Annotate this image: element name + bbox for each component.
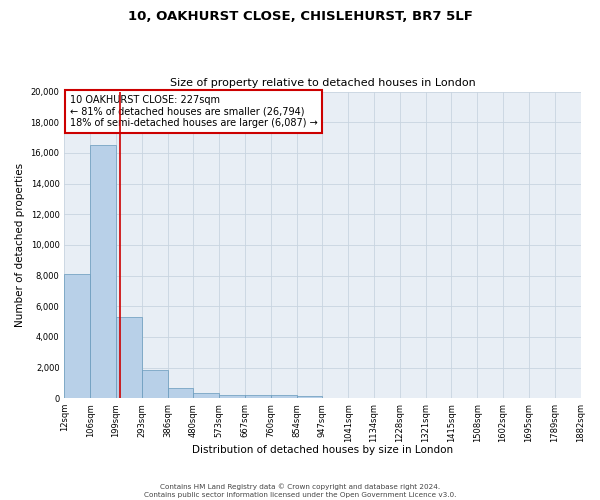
Bar xyxy=(142,370,167,398)
Title: Size of property relative to detached houses in London: Size of property relative to detached ho… xyxy=(170,78,475,88)
Bar xyxy=(116,317,142,398)
Text: 10, OAKHURST CLOSE, CHISLEHURST, BR7 5LF: 10, OAKHURST CLOSE, CHISLEHURST, BR7 5LF xyxy=(128,10,472,23)
Y-axis label: Number of detached properties: Number of detached properties xyxy=(15,163,25,327)
Bar xyxy=(167,388,193,398)
Bar xyxy=(193,394,219,398)
Bar xyxy=(245,395,271,398)
Text: Contains HM Land Registry data © Crown copyright and database right 2024.
Contai: Contains HM Land Registry data © Crown c… xyxy=(144,484,456,498)
Bar xyxy=(90,145,116,398)
X-axis label: Distribution of detached houses by size in London: Distribution of detached houses by size … xyxy=(192,445,453,455)
Bar xyxy=(296,396,322,398)
Bar xyxy=(64,274,90,398)
Text: 10 OAKHURST CLOSE: 227sqm
← 81% of detached houses are smaller (26,794)
18% of s: 10 OAKHURST CLOSE: 227sqm ← 81% of detac… xyxy=(70,94,317,128)
Bar xyxy=(271,396,296,398)
Bar xyxy=(219,394,245,398)
